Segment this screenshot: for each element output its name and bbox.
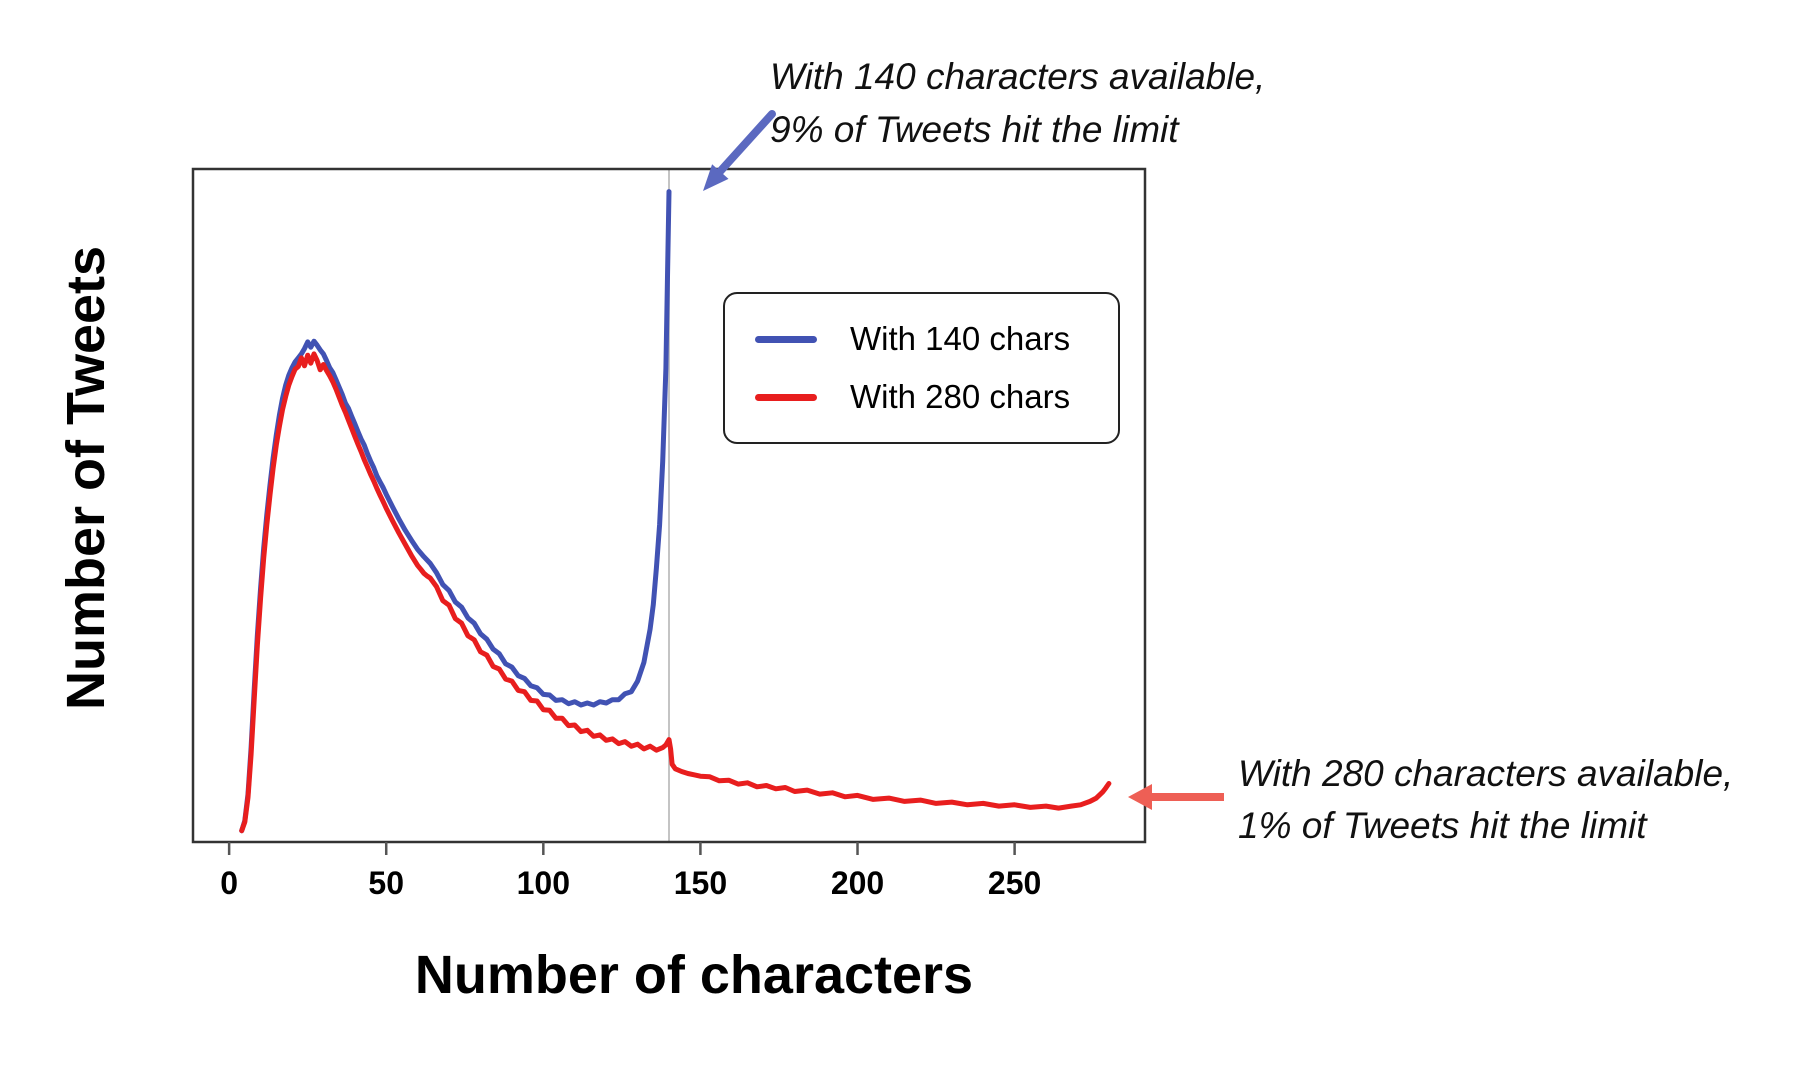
x-tick-label: 200	[831, 865, 884, 901]
legend: With 140 chars With 280 chars	[723, 292, 1120, 444]
arrow-140-head-icon	[703, 164, 729, 191]
x-tick-label: 0	[220, 865, 238, 901]
legend-item-140: With 140 chars	[755, 320, 1118, 358]
legend-item-280: With 280 chars	[755, 378, 1118, 416]
arrow-280-head-icon	[1128, 784, 1152, 810]
x-tick-label: 250	[988, 865, 1041, 901]
annotation-140-line1: With 140 characters available,	[770, 56, 1266, 97]
x-axis-title: Number of characters	[414, 945, 974, 1005]
legend-label-280: With 280 chars	[850, 378, 1071, 415]
x-tick-label: 150	[674, 865, 727, 901]
curve-with-280-chars	[239, 351, 1112, 834]
annotation-280-line2: 1% of Tweets hit the limit	[1238, 805, 1647, 846]
annotation-140-line2: 9% of Tweets hit the limit	[770, 109, 1179, 150]
annotation-280-limit: With 280 characters available, 1% of Twe…	[1238, 748, 1733, 852]
curve-with-140-chars	[239, 189, 672, 834]
arrow-140-shaft-icon	[712, 110, 776, 180]
annotation-280-line1: With 280 characters available,	[1238, 753, 1734, 794]
legend-line-swatch-280	[755, 393, 817, 401]
legend-line-swatch-140	[755, 335, 817, 343]
x-tick-label: 100	[517, 865, 570, 901]
y-axis-title: Number of Tweets	[56, 245, 116, 711]
plot-frame	[191, 167, 1147, 844]
legend-label-140: With 140 chars	[850, 320, 1071, 357]
x-tick-label: 50	[368, 865, 404, 901]
annotation-140-limit: With 140 characters available, 9% of Twe…	[770, 50, 1265, 156]
